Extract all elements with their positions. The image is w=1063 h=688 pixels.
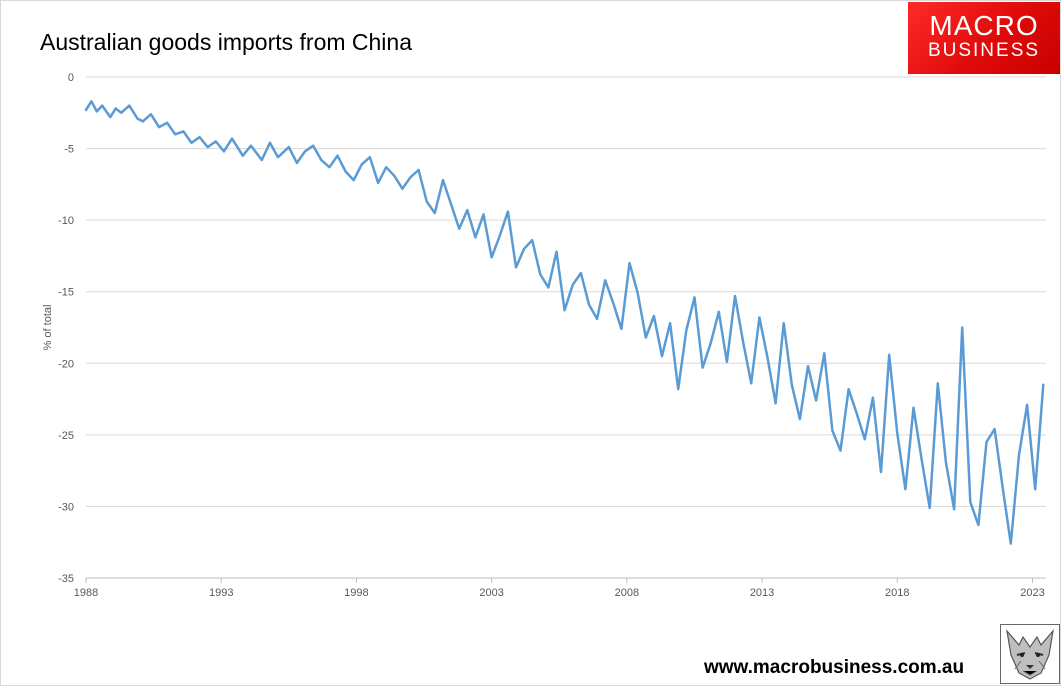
x-tick-label: 2008 bbox=[615, 587, 639, 599]
x-tick-label: 2023 bbox=[1020, 587, 1044, 599]
x-tick-label: 1988 bbox=[74, 587, 98, 599]
y-tick-label: -35 bbox=[58, 573, 74, 585]
wolf-head-icon bbox=[1000, 624, 1060, 684]
footer-url: www.macrobusiness.com.au bbox=[704, 657, 965, 678]
x-tick-label: 2003 bbox=[479, 587, 503, 599]
y-tick-label: 0 bbox=[68, 72, 74, 84]
y-axis-title: % of total bbox=[42, 305, 54, 351]
y-tick-label: -20 bbox=[58, 358, 74, 370]
x-tick-label: 2018 bbox=[885, 587, 909, 599]
y-tick-label: -10 bbox=[58, 215, 74, 227]
series-line bbox=[84, 100, 1045, 545]
y-tick-label: -30 bbox=[58, 501, 74, 513]
y-tick-label: -5 bbox=[64, 144, 74, 156]
chart-title: Australian goods imports from China bbox=[40, 29, 412, 55]
x-tick-label: 1998 bbox=[344, 587, 368, 599]
x-tick-label: 1993 bbox=[209, 587, 233, 599]
brand-line-2: BUSINESS bbox=[927, 40, 1041, 61]
x-tick-label: 2013 bbox=[750, 587, 774, 599]
brand-line-1: MACRO bbox=[929, 10, 1039, 41]
y-tick-label: -15 bbox=[58, 287, 74, 299]
macrobusiness-logo: MACRO BUSINESS bbox=[908, 2, 1060, 74]
y-tick-label: -25 bbox=[58, 430, 74, 442]
